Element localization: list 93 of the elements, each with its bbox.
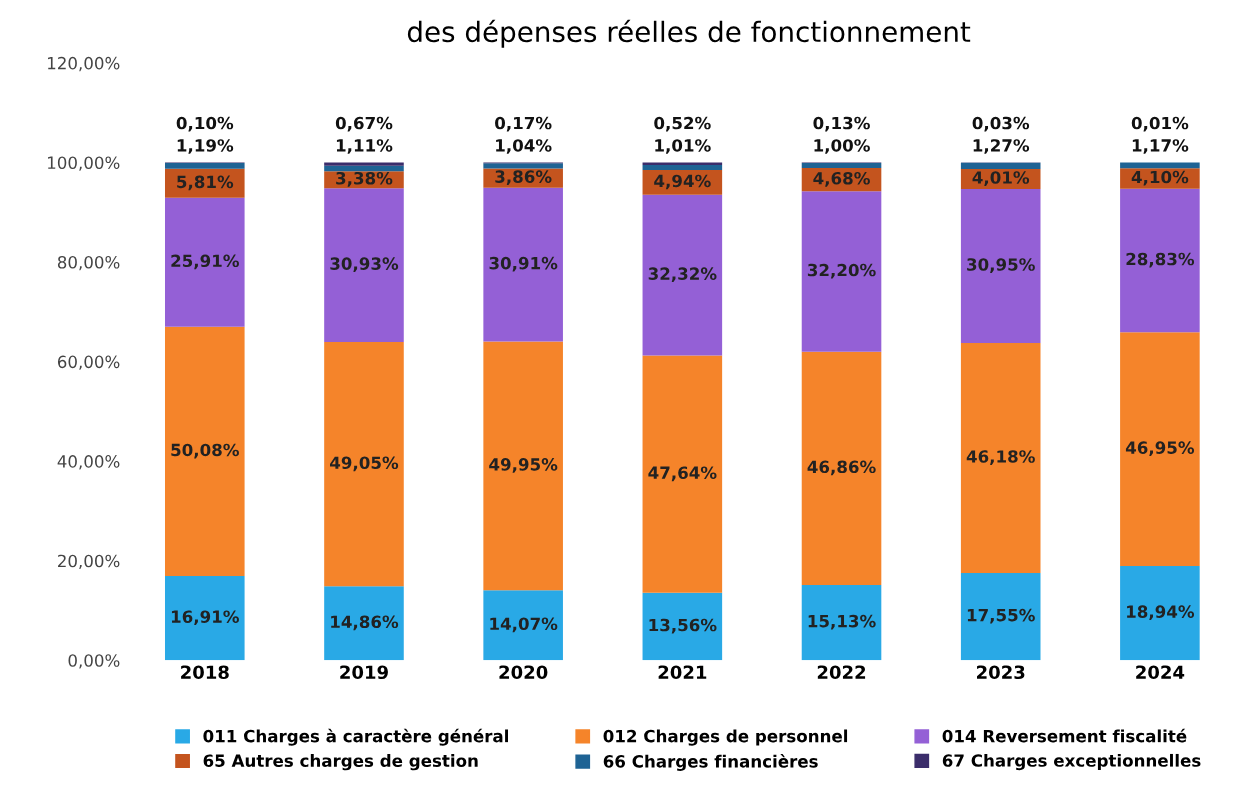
bar (1120, 162, 1200, 169)
data-label: 4,10% (1131, 170, 1189, 186)
data-label: 46,86% (807, 460, 876, 476)
bar (642, 355, 723, 593)
x-tick-label: 2023 (977, 665, 1025, 680)
data-label: 28,83% (1126, 252, 1195, 268)
data-label: 4,68% (813, 171, 870, 187)
data-label: 14,07% (490, 617, 558, 633)
data-label: 3,86% (495, 170, 552, 186)
y-tick-label: 120,00% (48, 56, 120, 72)
bar (1120, 565, 1200, 661)
legend-label: 67 Charges exceptionnelles (942, 753, 1201, 771)
data-label: 0,01% (1131, 116, 1189, 132)
data-label: 15,13% (808, 614, 876, 630)
x-tick-label: 2019 (340, 665, 388, 680)
data-label: 0,52% (654, 116, 711, 132)
bar (1120, 188, 1200, 333)
y-tick-label: 60,00% (57, 355, 120, 370)
bar (642, 592, 723, 661)
bar (165, 326, 245, 577)
legend-label: 012 Charges de personnel (603, 729, 848, 746)
data-label: 0,13% (813, 116, 870, 132)
bar (801, 191, 882, 352)
bar (324, 165, 404, 172)
data-label: 18,94% (1127, 605, 1195, 621)
data-label: 13,56% (649, 618, 717, 634)
bar (483, 163, 563, 169)
x-tick-label: 2021 (658, 665, 707, 680)
x-tick-label: 2020 (499, 665, 548, 680)
data-label: 4,01% (972, 171, 1030, 186)
bar (324, 162, 404, 166)
data-label: 1,17% (1132, 139, 1189, 154)
bar (801, 163, 882, 169)
data-label: 1,00% (814, 139, 870, 154)
bar (324, 188, 404, 343)
bar (324, 586, 404, 661)
data-label: 5,81% (177, 175, 234, 191)
y-tick-label: 80,00% (57, 255, 120, 271)
data-label: 3,38% (336, 171, 393, 187)
bar (483, 341, 563, 591)
data-label: 1,19% (177, 139, 234, 154)
data-label: 46,95% (1125, 441, 1195, 457)
legend-label: 66 Charges financières (603, 754, 818, 771)
data-label: 49,95% (489, 458, 558, 473)
data-label: 30,93% (330, 257, 399, 273)
data-label: 0,17% (495, 116, 552, 132)
bar (960, 342, 1041, 573)
data-label: 47,64% (648, 466, 717, 482)
data-label: 17,55% (967, 608, 1035, 624)
bar (801, 584, 882, 661)
data-label: 14,86% (331, 615, 399, 631)
bar (483, 187, 563, 342)
bar (165, 576, 245, 661)
x-tick-label: 2022 (817, 665, 866, 680)
chart-title: des dépenses réelles de fonctionnement (407, 19, 971, 48)
data-label: 32,32% (648, 267, 717, 283)
bar (483, 590, 563, 661)
legend-label: 65 Autres charges de gestion (203, 754, 478, 771)
y-tick-label: 0,00% (68, 654, 120, 669)
data-label: 46,18% (966, 450, 1035, 465)
data-label: 0,10% (176, 116, 234, 132)
x-tick-label: 2018 (181, 665, 229, 680)
data-label: 0,03% (972, 116, 1030, 132)
legend-label: 011 Charges à caractère général (203, 728, 508, 746)
data-label: 1,11% (336, 139, 393, 154)
x-tick-label: 2024 (1136, 665, 1185, 680)
bar (960, 188, 1041, 343)
legend-label: 014 Reversement fiscalité (942, 728, 1187, 743)
bar (165, 197, 245, 327)
data-label: 1,27% (973, 139, 1030, 154)
data-label: 1,01% (655, 139, 711, 154)
data-label: 25,91% (171, 254, 239, 270)
bar (324, 342, 404, 587)
bar (642, 162, 723, 166)
bar (801, 351, 882, 585)
data-label: 4,94% (654, 174, 711, 190)
data-label: 0,67% (335, 116, 393, 132)
bar (960, 162, 1041, 169)
data-label: 30,95% (967, 258, 1035, 273)
y-tick-label: 20,00% (58, 554, 120, 569)
data-label: 1,04% (496, 139, 552, 154)
bar (960, 572, 1041, 661)
data-label: 30,91% (489, 256, 558, 272)
bar (165, 162, 245, 169)
data-label: 32,20% (807, 263, 876, 279)
data-label: 49,05% (330, 456, 399, 472)
bar (642, 165, 723, 171)
y-tick-label: 100,00% (48, 156, 120, 171)
bar (642, 194, 723, 356)
data-label: 50,08% (171, 443, 239, 459)
bar (1120, 332, 1200, 566)
y-tick-label: 40,00% (57, 455, 120, 470)
data-label: 16,91% (171, 610, 239, 626)
